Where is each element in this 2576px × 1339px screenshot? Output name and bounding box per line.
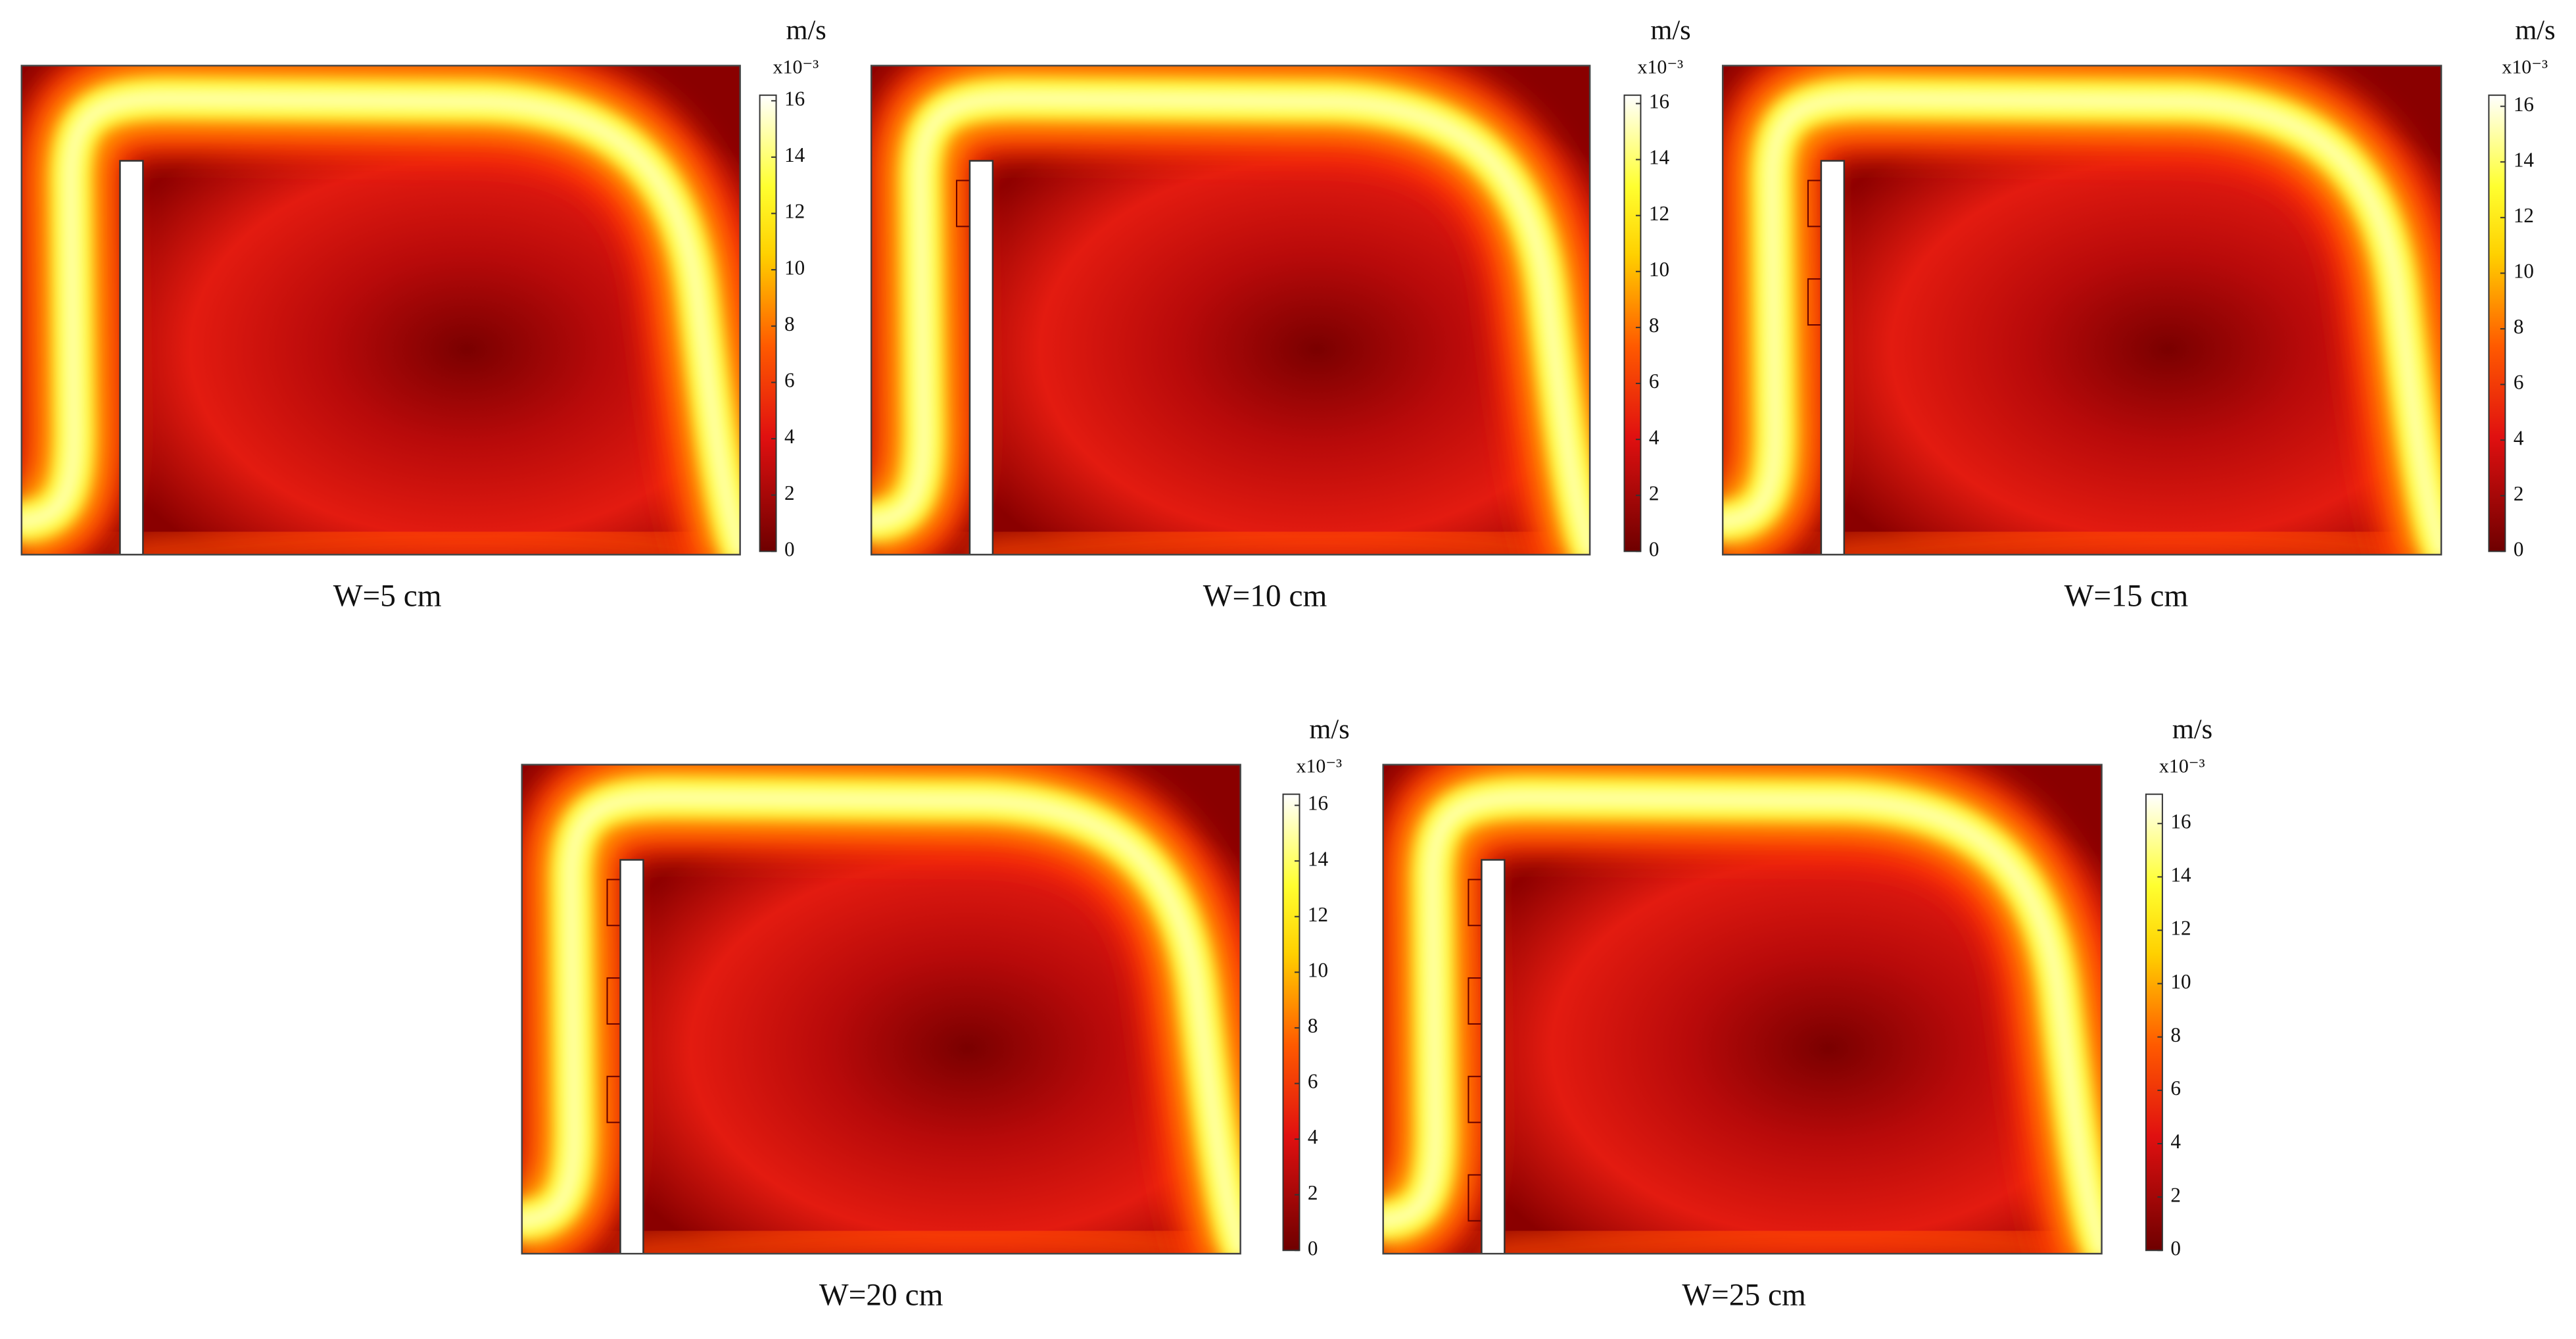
colorbar-tick-label: 2: [1308, 1181, 1318, 1204]
bottom-flow: [968, 518, 1590, 555]
colorbar-tick-label: 12: [2170, 917, 2191, 940]
colorbar-tick-label: 14: [2170, 864, 2191, 887]
colorbar-tick-label: 0: [784, 538, 795, 561]
caption: W=5 cm: [333, 579, 442, 614]
unit-label: m/s: [1309, 714, 1349, 745]
colorbar-tick-label: 14: [1649, 146, 1670, 169]
scale-label: x10⁻³: [773, 57, 819, 78]
colorbar-tick-label: 14: [2514, 148, 2535, 171]
colorbar-tick-label: 6: [784, 369, 795, 392]
colorbar-tick-label: 4: [1308, 1125, 1318, 1148]
velocity-field: [1723, 65, 2442, 555]
colorbar-tick-label: 8: [1308, 1014, 1318, 1037]
panel: [20, 64, 741, 556]
colorbar-tick-label: 16: [2514, 93, 2534, 116]
scale-label: x10⁻³: [2502, 57, 2548, 78]
panel: [1721, 64, 2443, 556]
colorbar-tick-label: 16: [2170, 810, 2191, 833]
unit-label: m/s: [1650, 15, 1690, 46]
velocity-field: [1383, 764, 2102, 1254]
colorbar: [2145, 793, 2163, 1252]
jet-center: [1723, 91, 2442, 555]
colorbar-tick-label: 8: [1649, 314, 1659, 337]
colorbar-tick-label: 6: [2170, 1077, 2181, 1100]
panel: [1382, 764, 2103, 1255]
colorbar-tick-label: 4: [2514, 426, 2524, 449]
jet-center: [21, 91, 740, 555]
plate: [968, 160, 994, 555]
scale-label: x10⁻³: [1296, 756, 1342, 777]
jet-center: [521, 791, 1241, 1254]
plate: [119, 160, 144, 555]
velocity-field: [21, 65, 740, 555]
unit-label: m/s: [2172, 714, 2212, 745]
colorbar-tick-label: 14: [1308, 847, 1329, 870]
colorbar-tick-label: 0: [2170, 1236, 2181, 1259]
plot-frame: [1382, 764, 2103, 1255]
colorbar-tick-label: 12: [1308, 903, 1328, 926]
colorbar-tick-label: 0: [1308, 1236, 1318, 1259]
colorbar-tick-label: 14: [784, 143, 805, 166]
caption: W=20 cm: [819, 1278, 943, 1312]
scale-label: x10⁻³: [1637, 57, 1683, 78]
colorbar-tick-label: 10: [1308, 958, 1328, 981]
velocity-field: [521, 764, 1241, 1254]
colorbar-tick-label: 6: [1308, 1070, 1318, 1093]
colorbar-tick-label: 16: [1308, 792, 1328, 815]
colorbar-tick-label: 8: [784, 312, 795, 335]
colorbar-tick-label: 0: [1649, 538, 1659, 561]
colorbar-tick-label: 4: [2170, 1130, 2181, 1153]
panel: [870, 64, 1591, 556]
colorbar-tick-label: 0: [2514, 538, 2524, 561]
scale-label: x10⁻³: [2159, 756, 2205, 777]
unit-label: m/s: [786, 15, 826, 46]
colorbar: [2488, 94, 2506, 552]
colorbar: [759, 94, 777, 552]
caption: W=10 cm: [1203, 579, 1327, 614]
unit-label: m/s: [2515, 15, 2555, 46]
colorbar-tick-label: 4: [1649, 426, 1659, 449]
jet-center: [871, 91, 1590, 555]
bottom-flow: [618, 1217, 1241, 1254]
caption: W=15 cm: [2064, 579, 2189, 614]
colorbar-tick-label: 4: [784, 425, 795, 448]
jet-center: [1383, 791, 2102, 1254]
colorbar-tick-label: 10: [1649, 258, 1669, 281]
colorbar-tick-label: 12: [1649, 202, 1669, 225]
bottom-flow: [118, 518, 740, 555]
colorbar-tick-label: 8: [2514, 315, 2524, 338]
colorbar: [1282, 793, 1300, 1252]
panel: [521, 764, 1241, 1255]
colorbar-tick-label: 12: [784, 200, 805, 223]
colorbar-tick-label: 10: [2170, 970, 2191, 993]
velocity-field: [871, 65, 1590, 555]
bottom-flow: [1819, 518, 2442, 555]
colorbar-tick-label: 8: [2170, 1023, 2181, 1046]
colorbar-tick-label: 2: [1649, 481, 1659, 504]
caption: W=25 cm: [1682, 1278, 1806, 1312]
plate: [619, 859, 644, 1254]
colorbar-tick-label: 16: [1649, 90, 1669, 113]
plot-frame: [521, 764, 1241, 1255]
colorbar-tick-label: 10: [784, 256, 805, 279]
colorbar-tick-label: 6: [1649, 370, 1659, 393]
colorbar-tick-label: 16: [784, 87, 805, 110]
plate: [1481, 859, 1506, 1254]
plot-frame: [20, 64, 741, 556]
colorbar-tick-label: 2: [2170, 1183, 2181, 1206]
colorbar-tick-label: 12: [2514, 204, 2534, 227]
colorbar-tick-label: 2: [2514, 482, 2524, 505]
colorbar-tick-label: 6: [2514, 371, 2524, 394]
plot-frame: [1721, 64, 2443, 556]
plot-frame: [870, 64, 1591, 556]
plate: [1820, 160, 1846, 555]
colorbar-tick-label: 10: [2514, 260, 2534, 283]
colorbar: [1623, 94, 1642, 552]
colorbar-tick-label: 2: [784, 481, 795, 504]
bottom-flow: [1479, 1217, 2102, 1254]
